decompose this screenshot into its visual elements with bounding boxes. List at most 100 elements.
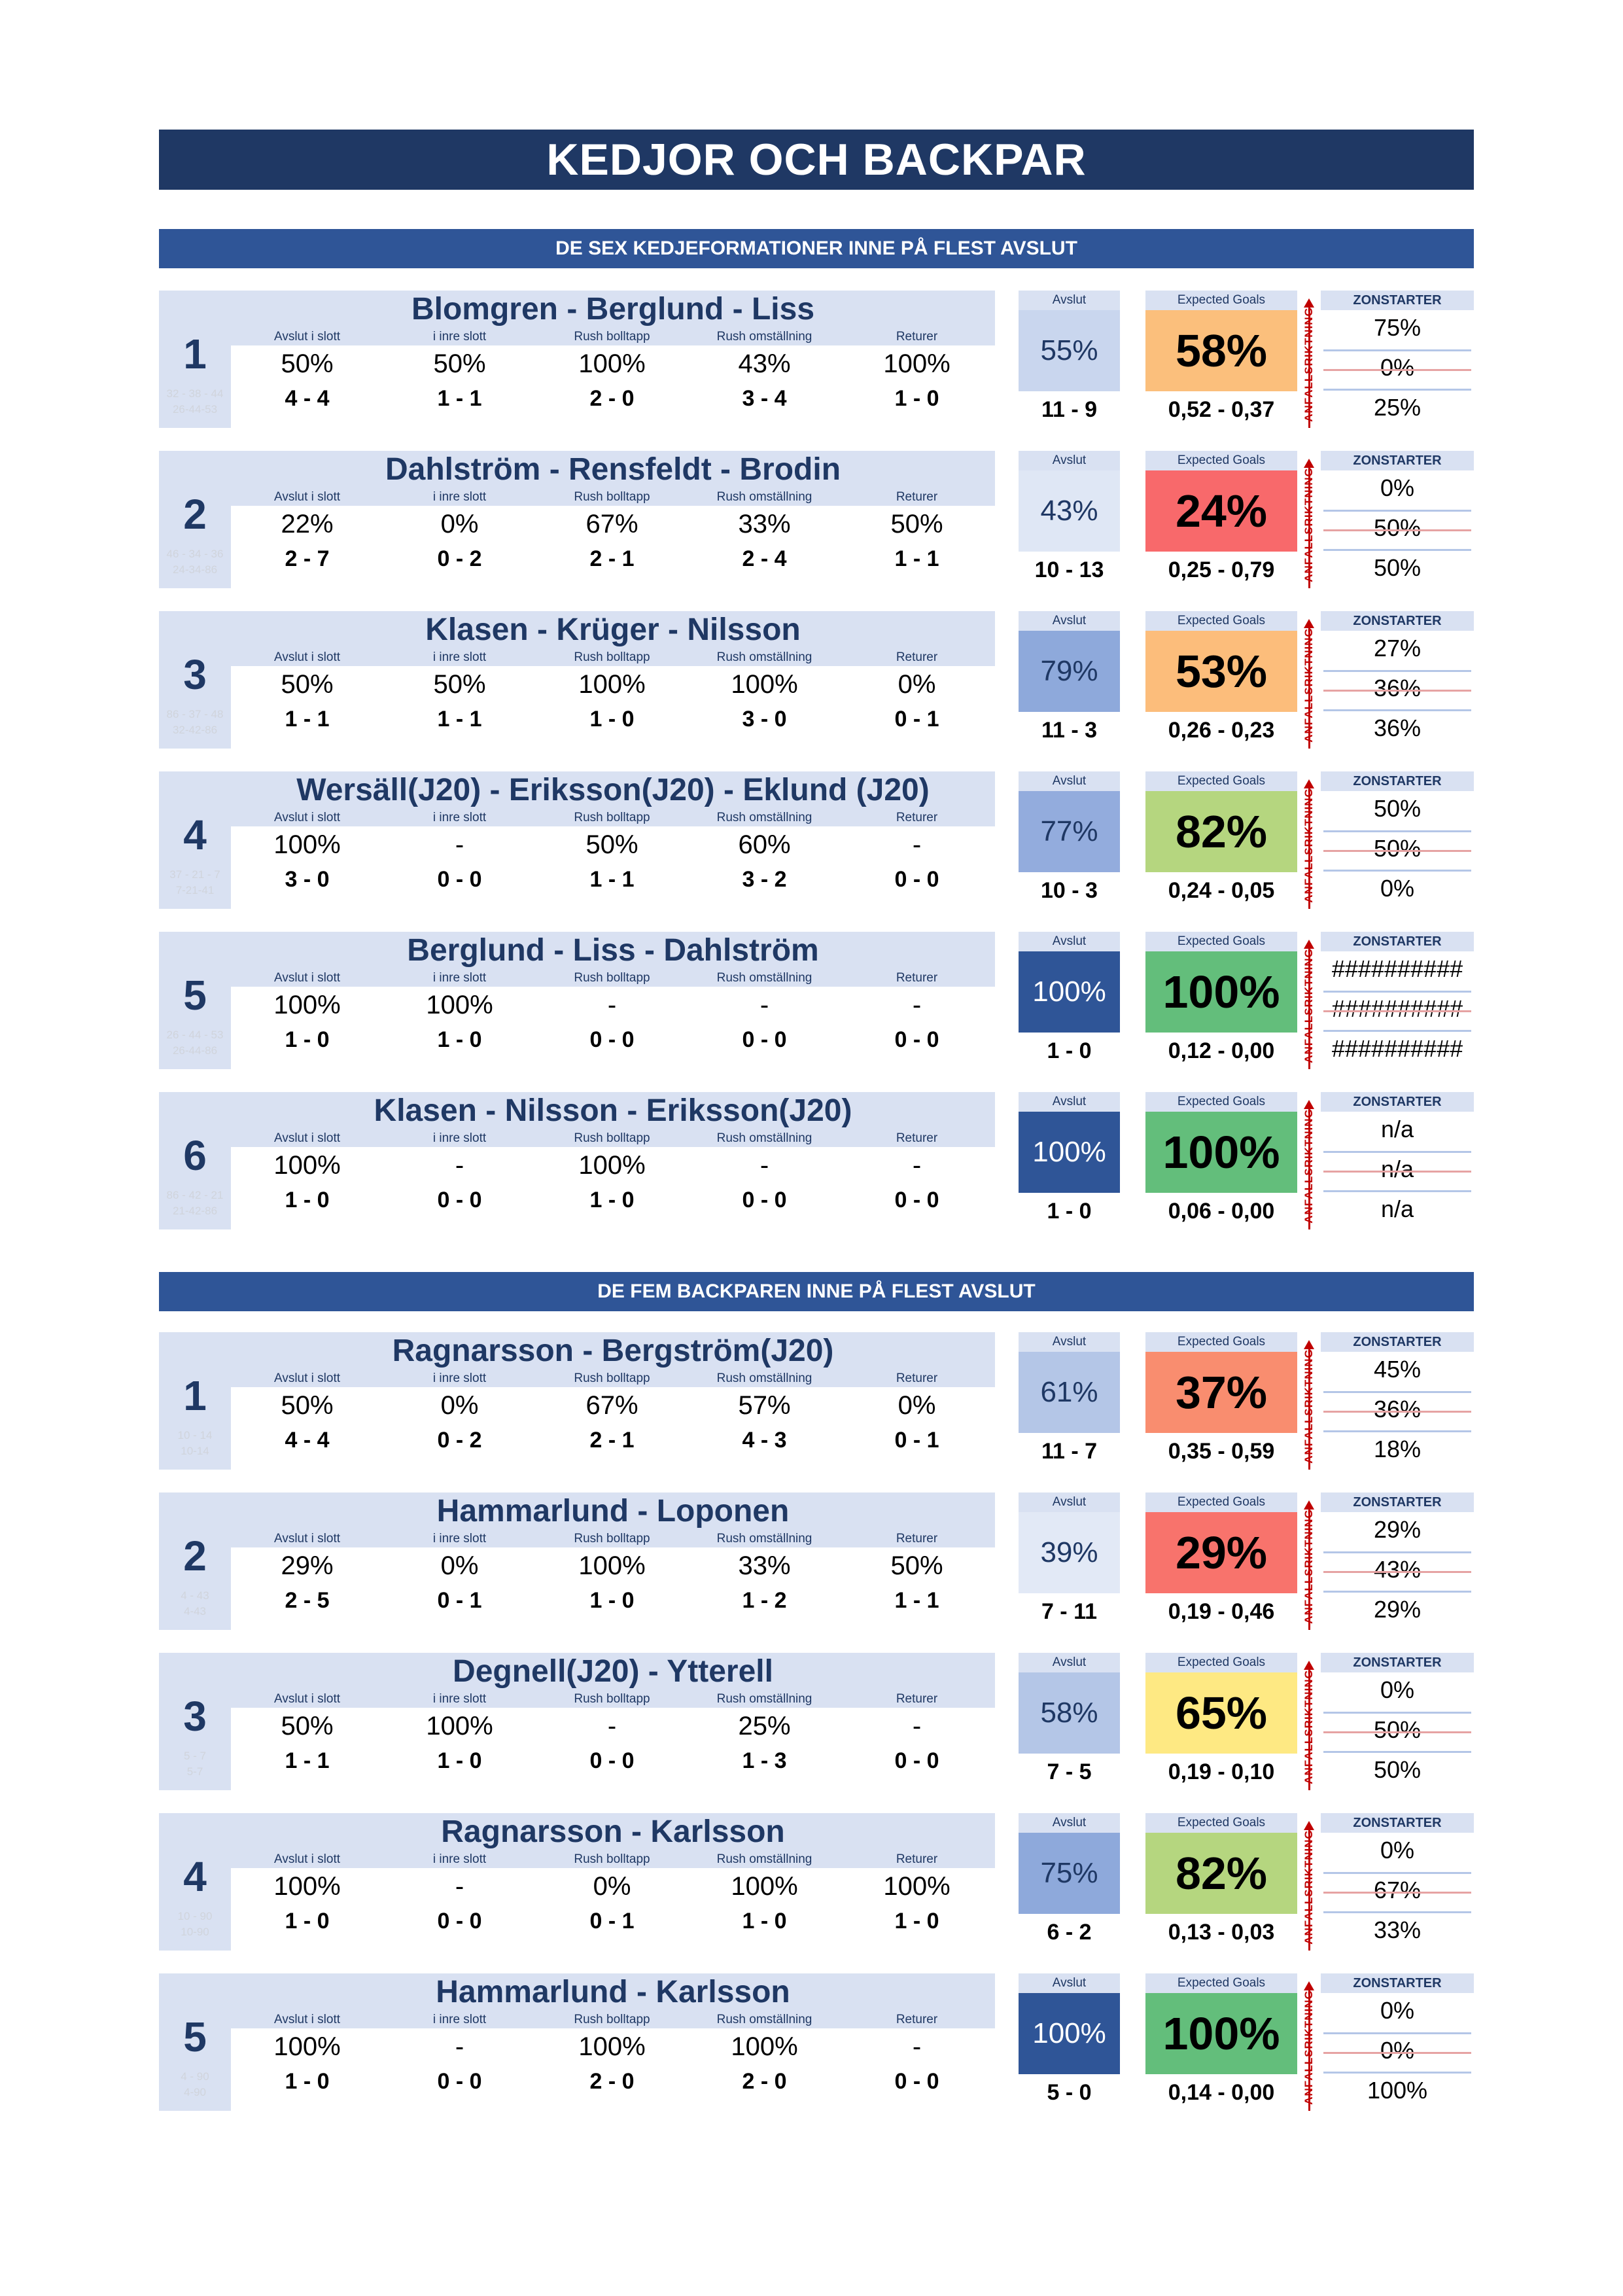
stat-label: Rush bolltapp xyxy=(574,811,650,824)
zon-neutral: 50% xyxy=(1373,835,1422,862)
stat-rush-omstallning: Rush omställning 33% 2 - 4 xyxy=(688,489,841,575)
stat-label: Returer xyxy=(896,1532,938,1545)
stat-percent: 100% xyxy=(273,1872,341,1901)
line-block: 3 86 - 37 - 48 32-42-86 Klasen - Krüger - N… xyxy=(159,611,1474,749)
zon-neutral: 0% xyxy=(1380,354,1415,381)
stat-percent: 33% xyxy=(738,510,791,539)
stat-percent: 43% xyxy=(738,349,791,378)
xg-values: 0,12 - 0,00 xyxy=(1168,1038,1275,1063)
page-title: KEDJOR OCH BACKPAR xyxy=(159,130,1474,190)
stat-count: 0 - 0 xyxy=(742,1027,787,1052)
stat-returer: Returer 0% 0 - 1 xyxy=(841,649,993,735)
formation-name: Wersäll(J20) - Eriksson(J20) - Eklund (J… xyxy=(296,773,930,807)
zone-line-blue xyxy=(1323,709,1471,711)
attack-direction-label: ANFALLSRIKTNING xyxy=(1302,788,1315,903)
attack-direction: ANFALLSRIKTNING xyxy=(1299,1821,1321,1951)
zone-line-red xyxy=(1323,2052,1471,2054)
avslut-header: Avslut xyxy=(1019,1973,1120,1993)
stat-label: Rush bolltapp xyxy=(574,971,650,985)
stat-rush-omstallning: Rush omställning 100% 3 - 0 xyxy=(688,649,841,735)
jersey-numbers: 86 - 37 - 48 xyxy=(166,708,224,720)
xg-values: 0,24 - 0,05 xyxy=(1168,878,1275,903)
stat-count: 0 - 2 xyxy=(437,546,482,571)
arrow-up-icon xyxy=(1304,1981,1314,1990)
stat-label: i inre slott xyxy=(432,330,487,344)
stat-label: Returer xyxy=(896,1131,938,1145)
jersey-numbers: 10 - 14 xyxy=(177,1429,213,1441)
zone-line-blue xyxy=(1323,1391,1471,1393)
zon-defensive: 50% xyxy=(1373,554,1422,581)
zon-offensive: 27% xyxy=(1373,635,1422,662)
stat-count: 0 - 2 xyxy=(437,1428,482,1453)
stat-count: 1 - 0 xyxy=(589,1188,635,1212)
attack-direction-label: ANFALLSRIKTNING xyxy=(1302,1990,1315,2105)
zon-defensive: 33% xyxy=(1373,1916,1422,1943)
stat-label: i inre slott xyxy=(432,490,487,504)
stat-label: i inre slott xyxy=(432,1371,487,1385)
avslut-percent: 39% xyxy=(1019,1512,1120,1593)
stat-label: Returer xyxy=(896,1852,938,1866)
jersey-numbers-alt: 26-44-53 xyxy=(172,403,218,415)
rank-cell xyxy=(159,1332,231,1470)
stat-label: i inre slott xyxy=(432,1532,487,1545)
stat-count: 0 - 0 xyxy=(894,1748,939,1773)
stat-label: Avslut i slott xyxy=(273,1852,341,1866)
xg-header: Expected Goals xyxy=(1145,1973,1297,1993)
stat-percent: 100% xyxy=(731,2032,798,2061)
xg-percent: 58% xyxy=(1145,310,1297,391)
zone-line-blue xyxy=(1323,1430,1471,1432)
zon-offensive: ########## xyxy=(1331,955,1463,982)
rank-number: 4 xyxy=(183,811,207,858)
stat-rush-omstallning: Rush omställning 100% 1 - 0 xyxy=(688,1851,841,1937)
rank-cell xyxy=(159,771,231,909)
stat-avslut-i-slott: Avslut i slott 22% 2 - 7 xyxy=(231,489,383,575)
stat-label: Rush bolltapp xyxy=(574,650,650,664)
formation-name: Hammarlund - Loponen xyxy=(436,1494,790,1528)
attack-direction-label: ANFALLSRIKTNING xyxy=(1302,627,1315,743)
zone-line-blue xyxy=(1323,510,1471,512)
rank-cell xyxy=(159,1973,231,2111)
avslut-percent: 100% xyxy=(1019,1993,1120,2074)
xg-percent: 37% xyxy=(1145,1352,1297,1433)
stat-count: 0 - 0 xyxy=(894,1027,939,1052)
stat-label: Rush bolltapp xyxy=(574,1532,650,1545)
stat-rush-omstallning: Rush omställning 25% 1 - 3 xyxy=(688,1691,841,1777)
stat-count: 0 - 1 xyxy=(894,1428,939,1453)
line-block: 4 37 - 21 - 7 7-21-41 Wersäll(J20) - Erikss… xyxy=(159,771,1474,909)
jersey-numbers-alt: 4-43 xyxy=(183,1605,207,1617)
arrow-up-icon xyxy=(1304,459,1314,468)
stat-rush-bolltapp: Rush bolltapp 100% 2 - 0 xyxy=(536,2011,688,2098)
arrow-up-icon xyxy=(1304,1661,1314,1670)
xg-percent: 100% xyxy=(1145,1112,1297,1193)
jersey-numbers-alt: 7-21-41 xyxy=(175,884,215,896)
zonstarter-header: ZONSTARTER xyxy=(1321,451,1474,470)
stat-count: 0 - 0 xyxy=(894,2069,939,2094)
stat-label: i inre slott xyxy=(432,1131,487,1145)
stat-rush-omstallning: Rush omställning 57% 4 - 3 xyxy=(688,1370,841,1457)
stat-count: 1 - 0 xyxy=(437,1748,482,1773)
stat-inre-slott: i inre slott - 0 - 0 xyxy=(383,2011,536,2098)
avslut-count: 7 - 5 xyxy=(1047,1759,1092,1784)
arrow-line xyxy=(1308,1506,1310,1630)
stat-count: 1 - 0 xyxy=(285,2069,330,2094)
stat-percent: - xyxy=(455,1872,464,1901)
stat-percent: 0% xyxy=(593,1872,631,1901)
arrow-line xyxy=(1308,624,1310,749)
stat-avslut-i-slott: Avslut i slott 50% 4 - 4 xyxy=(231,1370,383,1457)
zon-neutral: 43% xyxy=(1373,1556,1422,1583)
avslut-header: Avslut xyxy=(1019,611,1120,631)
stat-percent: 100% xyxy=(578,1551,646,1580)
arrow-up-icon xyxy=(1304,940,1314,949)
stat-count: 1 - 1 xyxy=(894,1588,939,1613)
zon-defensive: ########## xyxy=(1331,1035,1463,1062)
stat-label: Returer xyxy=(896,2013,938,2026)
stat-rush-omstallning: Rush omställning - 0 - 0 xyxy=(688,1130,841,1216)
stat-returer: Returer 0% 0 - 1 xyxy=(841,1370,993,1457)
stat-label: Avslut i slott xyxy=(273,2013,341,2026)
stat-count: 3 - 2 xyxy=(742,867,787,892)
avslut-percent: 75% xyxy=(1019,1833,1120,1914)
zone-line-red xyxy=(1323,1171,1471,1173)
attack-direction: ANFALLSRIKTNING xyxy=(1299,1100,1321,1229)
stat-rush-bolltapp: Rush bolltapp 50% 1 - 1 xyxy=(536,809,688,896)
stat-inre-slott: i inre slott - 0 - 0 xyxy=(383,1851,536,1937)
